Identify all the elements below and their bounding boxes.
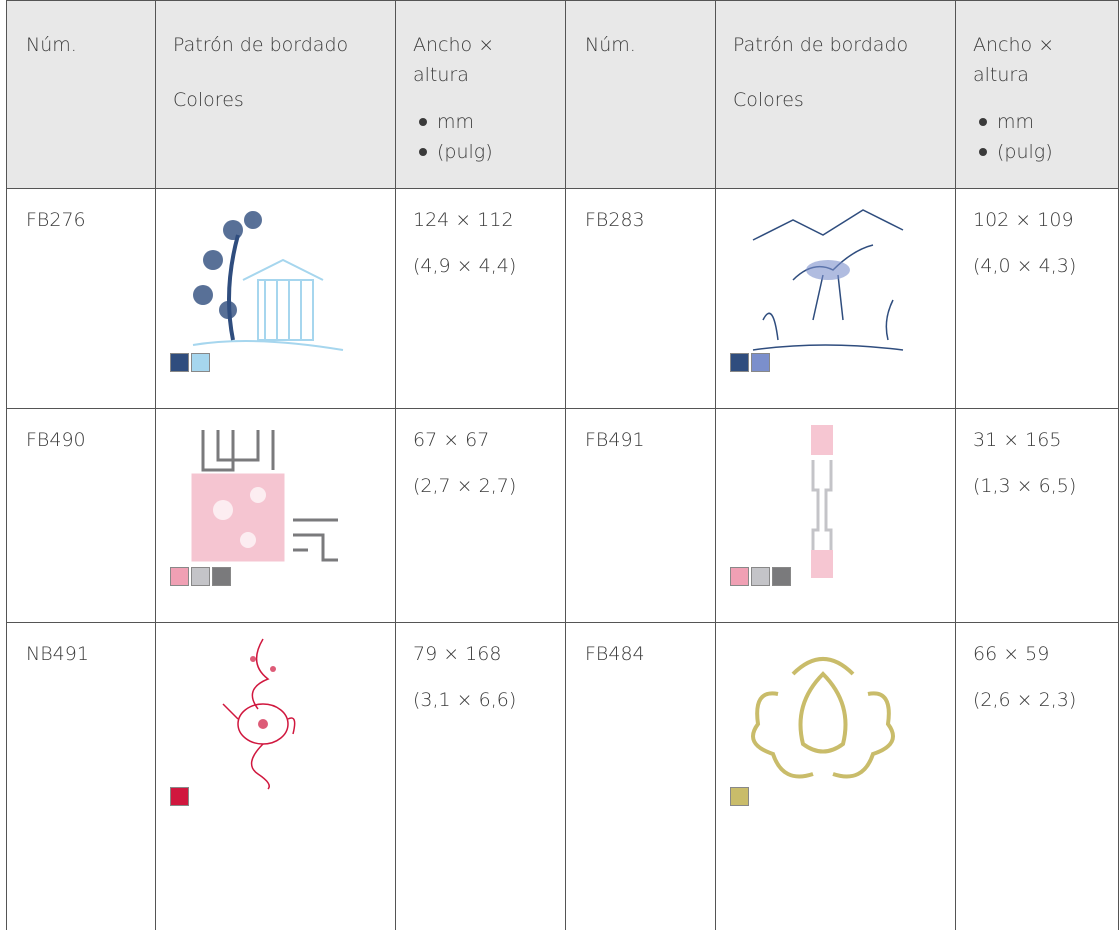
table-cell bbox=[565, 622, 715, 930]
table-cell bbox=[155, 408, 395, 622]
pattern-image bbox=[191, 430, 338, 562]
header-unit: mm bbox=[997, 111, 1035, 133]
header-size: altura bbox=[973, 64, 1029, 86]
table-cell bbox=[715, 622, 955, 930]
table-cell bbox=[155, 188, 395, 408]
table-border bbox=[1118, 0, 1119, 930]
row-line bbox=[6, 622, 1119, 623]
bullet bbox=[979, 148, 987, 156]
table-cell bbox=[6, 408, 155, 622]
row-line bbox=[6, 0, 1119, 1]
header-unit: (pulg) bbox=[997, 141, 1053, 163]
header-cell bbox=[6, 0, 155, 188]
size-inch: (4,0 × 4,3) bbox=[973, 255, 1077, 277]
color-swatch bbox=[170, 353, 189, 372]
row-line bbox=[6, 408, 1119, 409]
bullet bbox=[419, 118, 427, 126]
header-cell bbox=[565, 0, 715, 188]
size-mm: 102 × 109 bbox=[973, 209, 1074, 231]
size-inch: (2,7 × 2,7) bbox=[413, 475, 517, 497]
size-mm: 79 × 168 bbox=[413, 643, 502, 665]
size-mm: 31 × 165 bbox=[973, 429, 1062, 451]
table-cell bbox=[955, 622, 1118, 930]
color-swatch bbox=[730, 353, 749, 372]
pattern-image bbox=[222, 638, 296, 790]
table-cell bbox=[155, 622, 395, 930]
header-size: altura bbox=[413, 64, 469, 86]
size-mm: 124 × 112 bbox=[413, 209, 514, 231]
table-cell bbox=[715, 188, 955, 408]
table-cell bbox=[565, 188, 715, 408]
header-colors: Colores bbox=[733, 89, 804, 111]
pattern-number: FB484 bbox=[585, 643, 645, 665]
size-inch: (4,9 × 4,4) bbox=[413, 255, 517, 277]
pattern-number: FB491 bbox=[585, 429, 645, 451]
pattern-number: FB283 bbox=[585, 209, 645, 231]
pattern-number: FB276 bbox=[26, 209, 86, 231]
table-cell bbox=[395, 188, 565, 408]
size-inch: (2,6 × 2,3) bbox=[973, 689, 1077, 711]
color-swatch bbox=[730, 567, 749, 586]
size-inch: (1,3 × 6,5) bbox=[973, 475, 1077, 497]
color-swatch bbox=[191, 353, 210, 372]
header-cell bbox=[715, 0, 955, 188]
pattern-number: FB490 bbox=[26, 429, 86, 451]
table-cell bbox=[565, 408, 715, 622]
header-colors: Colores bbox=[173, 89, 244, 111]
color-swatch bbox=[772, 567, 791, 586]
header-cell bbox=[955, 0, 1118, 188]
color-swatch bbox=[170, 787, 189, 806]
color-swatch bbox=[170, 567, 189, 586]
table-cell bbox=[715, 408, 955, 622]
table-cell bbox=[6, 188, 155, 408]
header-size: Ancho × bbox=[413, 34, 495, 56]
size-inch: (3,1 × 6,6) bbox=[413, 689, 517, 711]
header-unit: mm bbox=[437, 111, 475, 133]
table-cell bbox=[955, 188, 1118, 408]
color-swatch bbox=[751, 567, 770, 586]
header-pattern: Patrón de bordado bbox=[733, 34, 909, 56]
table-cell bbox=[395, 622, 565, 930]
pattern-number: NB491 bbox=[26, 643, 89, 665]
size-mm: 67 × 67 bbox=[413, 429, 490, 451]
header-cell bbox=[395, 0, 565, 188]
pattern-image bbox=[752, 209, 904, 351]
color-swatch bbox=[212, 567, 231, 586]
table-cell bbox=[6, 622, 155, 930]
header-num: Núm. bbox=[26, 34, 77, 56]
color-swatch bbox=[730, 787, 749, 806]
bullet bbox=[419, 148, 427, 156]
color-swatch bbox=[191, 567, 210, 586]
header-unit: (pulg) bbox=[437, 141, 493, 163]
header-cell bbox=[155, 0, 395, 188]
pattern-image bbox=[811, 425, 833, 578]
header-pattern: Patrón de bordado bbox=[173, 34, 349, 56]
row-line bbox=[6, 188, 1119, 189]
color-swatch bbox=[751, 353, 770, 372]
pattern-image bbox=[751, 657, 895, 779]
header-size: Ancho × bbox=[973, 34, 1055, 56]
bullet bbox=[979, 118, 987, 126]
size-mm: 66 × 59 bbox=[973, 643, 1050, 665]
header-num: Núm. bbox=[585, 34, 636, 56]
table-cell bbox=[955, 408, 1118, 622]
table-cell bbox=[395, 408, 565, 622]
pattern-image bbox=[192, 211, 344, 351]
